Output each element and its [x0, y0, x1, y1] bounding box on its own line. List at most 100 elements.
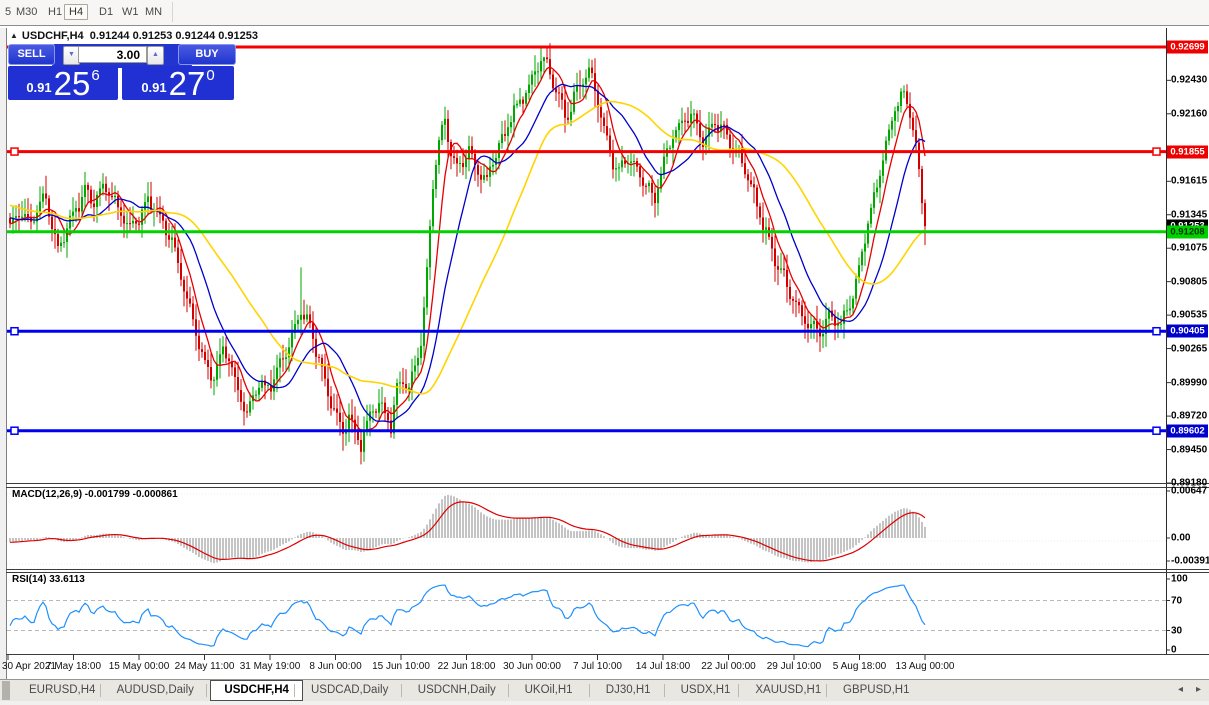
tab-separator — [400, 684, 402, 697]
tab-scroll-left-icon[interactable]: ◂ — [1178, 684, 1184, 695]
main-macd-separator[interactable] — [6, 483, 1209, 484]
chart-tab-bar: EURUSD,H4 AUDUSD,Daily USDCHF,H4 USDCAD,Dai… — [0, 680, 1209, 701]
tab-eurusd-h4[interactable]: EURUSD,H4 — [29, 684, 96, 696]
tab-dj30-h1[interactable]: DJ30,H1 — [605, 684, 651, 696]
time-axis-label: 22 Jun 18:00 — [437, 661, 496, 672]
support-green-badge: 0.91208 — [1167, 225, 1208, 239]
macd-pane-top-border — [6, 487, 1209, 488]
hline-handle-left-0.91855[interactable] — [10, 147, 19, 156]
tab-usdchf-h4[interactable]: USDCHF,H4 — [210, 680, 303, 701]
hline-handle-right-0.90405[interactable] — [1152, 326, 1161, 336]
sell-button[interactable]: SELL — [8, 44, 55, 65]
tabbar-left-edge — [2, 681, 10, 700]
timeframe-button-h4[interactable]: H4 — [64, 4, 89, 20]
rsi-bottom-border — [6, 654, 1209, 655]
rsi-axis-label: 70 — [1171, 595, 1183, 606]
volume-input[interactable]: 3.00 — [78, 46, 147, 63]
chart-symbol-period: USDCHF,H4 — [21, 30, 84, 42]
time-axis-label: 8 Jun 00:00 — [309, 661, 362, 672]
candlestick-series — [9, 43, 926, 465]
tab-separator — [99, 684, 101, 697]
time-axis-label: 7 Jul 10:00 — [573, 661, 622, 672]
buy-price-display[interactable]: 0.91 27 0 — [122, 66, 234, 100]
buy-button[interactable]: BUY — [178, 44, 236, 65]
tab-xauusd-h1[interactable]: XAUUSD,H1 — [755, 684, 822, 696]
price-tick-label: 0.89990 — [1171, 377, 1208, 389]
tab-separator — [826, 684, 827, 697]
price-axis-line — [1166, 28, 1167, 655]
macd-axis-label: 0.00647 — [1171, 485, 1208, 497]
timeframe-button-h1[interactable]: H1 — [48, 6, 63, 18]
chart-header: ▲ USDCHF,H4 0.91244 0.91253 0.91244 0.912… — [10, 30, 258, 42]
time-axis-label: 22 Jul 00:00 — [701, 661, 756, 672]
timeframe-button-5[interactable]: 5 — [5, 6, 12, 18]
tab-separator — [738, 684, 740, 697]
tab-separator — [294, 684, 295, 697]
tab-gbpusd-h1[interactable]: GBPUSD,H1 — [843, 684, 910, 696]
price-tick-label: 0.90805 — [1171, 276, 1208, 288]
tab-ukoil-h1[interactable]: UKOil,H1 — [524, 684, 573, 696]
macd-rsi-separator[interactable] — [6, 569, 1209, 570]
one-click-toggle-icon[interactable]: ▲ — [10, 31, 18, 40]
time-axis-label: 24 May 11:00 — [174, 661, 235, 672]
tab-usdcad-daily[interactable]: USDCAD,Daily — [311, 684, 389, 696]
resistance-2-badge: 0.91855 — [1167, 145, 1208, 159]
macd-axis-label: -0.003916 — [1171, 555, 1209, 567]
toolbar-separator-highlight — [0, 26, 1209, 28]
toolbar-group-separator — [172, 2, 173, 22]
time-axis-label: 30 Jun 00:00 — [503, 661, 561, 672]
sell-price-big-digits: 25 — [53, 65, 91, 102]
price-tick-label: 0.91345 — [1171, 209, 1208, 221]
tabbar-bottom-strip — [0, 701, 1209, 705]
tab-scroll-right-icon[interactable]: ▸ — [1196, 684, 1202, 695]
price-tick-label: 0.89720 — [1171, 410, 1208, 422]
ma-medium-line — [9, 83, 926, 423]
tabbar-top-border — [0, 679, 1209, 680]
time-axis-label: 29 Jul 10:00 — [766, 661, 822, 672]
price-tick-label: 0.89450 — [1171, 444, 1208, 456]
sell-price-display[interactable]: 0.91 25 6 — [8, 66, 118, 100]
rsi-axis-label: 30 — [1171, 625, 1183, 636]
timeframe-button-m30[interactable]: M30 — [16, 6, 38, 18]
macd-histogram — [9, 495, 926, 563]
rsi-axis-label: 0 — [1171, 644, 1177, 656]
time-axis-label: 7 May 18:00 — [45, 661, 102, 672]
timeframe-button-mn[interactable]: MN — [145, 6, 163, 18]
price-tick-label: 0.91075 — [1171, 242, 1208, 254]
timeframe-button-w1[interactable]: W1 — [122, 6, 139, 18]
hline-handle-right-0.89602[interactable] — [1152, 426, 1161, 435]
price-tick-label: 0.92430 — [1171, 74, 1208, 86]
time-axis-label: 31 May 19:00 — [239, 661, 301, 672]
price-tick-label: 0.89180 — [1171, 477, 1208, 489]
volume-decrease-button[interactable]: ▼ — [63, 46, 80, 65]
buy-price-prefix: 0.91 — [141, 80, 167, 95]
rsi-line — [9, 584, 926, 648]
hline-handle-left-0.90405[interactable] — [10, 326, 19, 336]
tab-usdx-h1[interactable]: USDX,H1 — [680, 684, 731, 696]
tab-separator — [588, 684, 590, 697]
price-tick-label: 0.91615 — [1171, 175, 1208, 187]
timeframe-button-d1[interactable]: D1 — [99, 6, 114, 18]
rsi-axis-label: 100 — [1171, 573, 1188, 585]
hline-handle-left-0.89602[interactable] — [10, 426, 19, 435]
hline-handle-right-0.91855[interactable] — [1152, 147, 1161, 156]
tab-separator — [507, 684, 509, 697]
volume-increase-button[interactable]: ▲ — [147, 46, 164, 65]
buy-price-pip-digit: 0 — [206, 67, 215, 84]
resistance-1-badge: 0.92699 — [1167, 40, 1208, 54]
support-blue-1-badge: 0.90405 — [1167, 324, 1208, 338]
one-click-trading-panel: SELL ▼ 3.00 ▲ BUY 0.91 25 6 0.91 27 0 — [8, 44, 236, 100]
time-axis-label: 13 Aug 00:00 — [895, 661, 955, 672]
support-blue-2-badge: 0.89602 — [1167, 424, 1208, 438]
tab-audusd-daily[interactable]: AUDUSD,Daily — [116, 684, 194, 696]
tab-separator — [663, 684, 665, 697]
macd-indicator-label: MACD(12,26,9) -0.001799 -0.000861 — [12, 489, 178, 500]
chart-ohlc-values: 0.91244 0.91253 0.91244 0.91253 — [89, 30, 258, 42]
ma-slow-line — [9, 100, 926, 395]
rsi-indicator-label: RSI(14) 33.6113 — [12, 574, 85, 585]
price-tick-label: 0.92160 — [1171, 108, 1208, 120]
sell-price-pip-digit: 6 — [91, 67, 100, 84]
tab-usdcnh-daily[interactable]: USDCNH,Daily — [417, 684, 496, 696]
macd-signal-line — [9, 501, 926, 562]
